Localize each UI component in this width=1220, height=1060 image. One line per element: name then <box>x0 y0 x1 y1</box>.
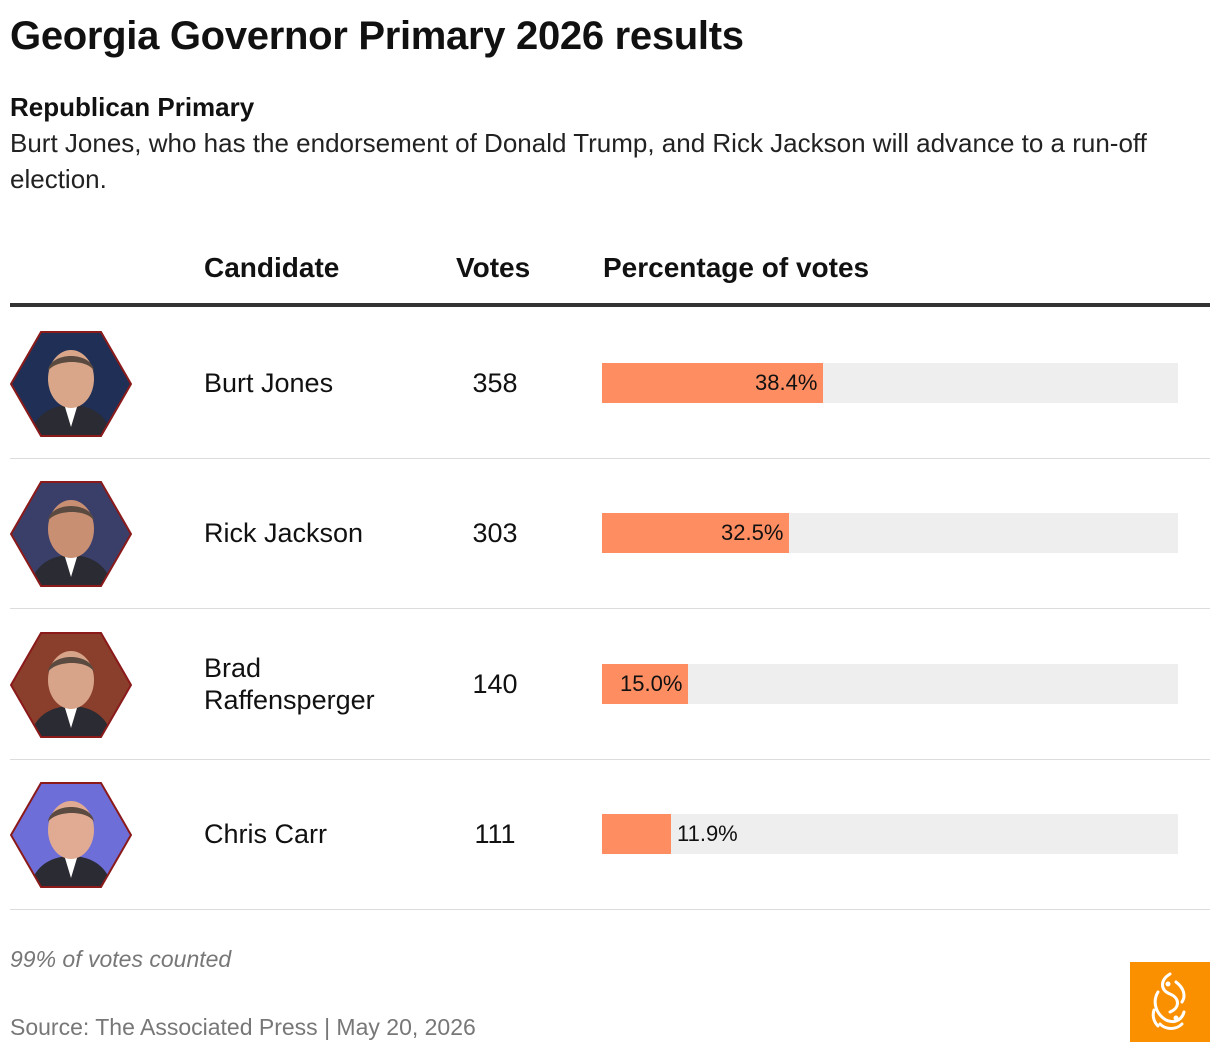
vote-count: 303 <box>472 517 518 548</box>
column-header-votes: Votes <box>456 252 531 283</box>
bar-track: 38.4% <box>602 363 1178 403</box>
page-title: Georgia Governor Primary 2026 results <box>10 14 744 58</box>
bar <box>602 664 688 704</box>
data-label: 11.9% <box>677 821 738 846</box>
table-row: Brad Raffensperger 140 15.0% <box>10 609 1210 760</box>
candidate-name: Rick Jackson <box>204 518 364 548</box>
bar <box>602 513 789 553</box>
table-row: Burt Jones 358 38.4% <box>10 308 1210 459</box>
bar-track: 11.9% <box>602 814 1178 854</box>
column-header-candidate: Candidate <box>204 252 340 283</box>
bar <box>602 814 671 854</box>
description: Burt Jones, who has the endorsement of D… <box>10 128 1147 194</box>
table-header: Candidate Votes Percentage of votes <box>10 246 1210 292</box>
candidate-name: Chris Carr <box>204 819 328 849</box>
table-row: Rick Jackson 303 32.5% <box>10 458 1210 609</box>
al-jazeera-logo <box>1130 962 1210 1042</box>
data-label: 32.5% <box>721 520 784 545</box>
header-divider <box>10 303 1210 307</box>
footnote: 99% of votes counted <box>10 946 232 972</box>
logo-mark <box>1151 972 1186 1030</box>
source-note: Source: The Associated Press | May 20, 2… <box>10 1014 476 1040</box>
data-label: 15.0% <box>620 671 683 696</box>
candidate-photo <box>10 782 132 888</box>
bar-track: 32.5% <box>602 513 1178 553</box>
candidate-name: Burt Jones <box>204 368 334 398</box>
candidate-name: Brad Raffensperger <box>204 653 375 715</box>
vote-count: 111 <box>474 818 516 849</box>
table-row: Chris Carr 111 11.9% <box>10 759 1210 910</box>
bar-track: 15.0% <box>602 664 1178 704</box>
vote-count: 358 <box>472 367 518 398</box>
candidate-photo <box>10 331 132 437</box>
column-header-percentage: Percentage of votes <box>603 252 870 283</box>
subtitle: Republican Primary <box>10 92 255 122</box>
data-label: 38.4% <box>755 370 818 395</box>
vote-count: 140 <box>472 668 518 699</box>
candidate-photo <box>10 632 132 738</box>
bar <box>602 363 823 403</box>
candidate-photo <box>10 481 132 587</box>
